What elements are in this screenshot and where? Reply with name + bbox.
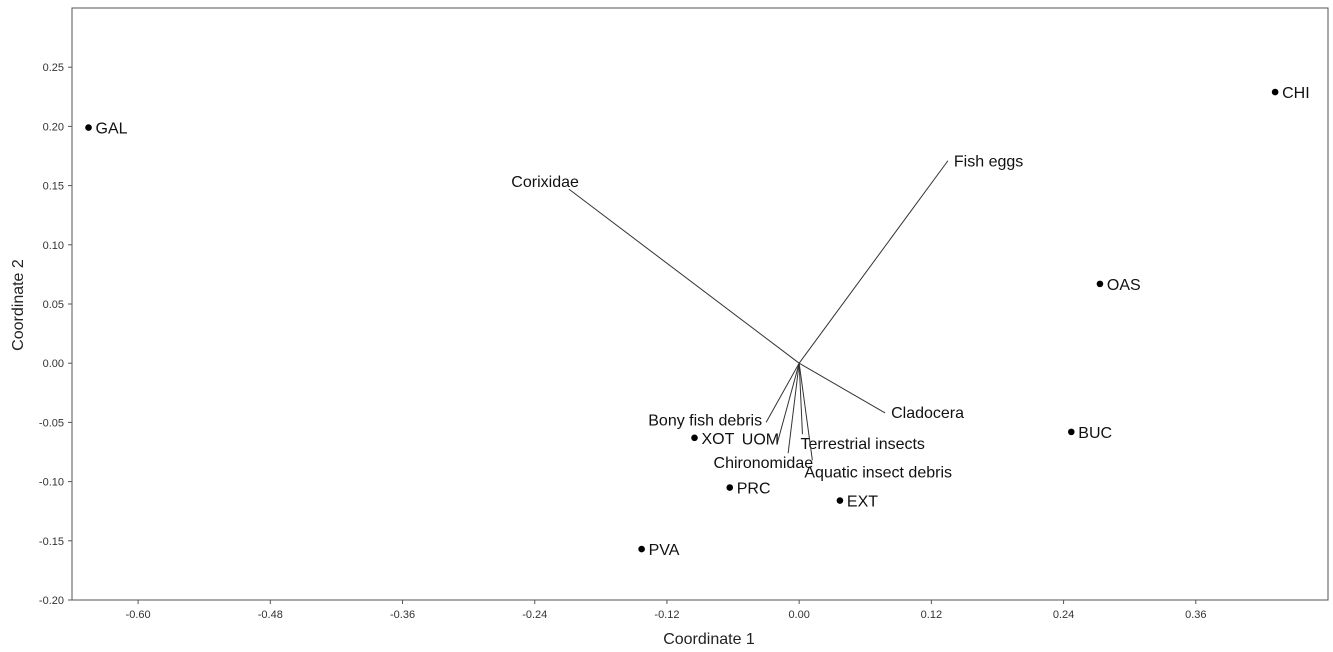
vector-line: [568, 188, 800, 364]
data-point: [638, 545, 645, 553]
x-tick-label: -0.60: [126, 609, 151, 621]
point-group: GAL CHI OAS BUC XOT PRC EXT PVA: [85, 85, 1310, 559]
point-label: BUC: [1078, 425, 1112, 442]
y-tick-label: 0.25: [43, 62, 64, 74]
vector-line: [798, 362, 886, 414]
plot-frame: [71, 7, 1329, 601]
x-tick-label: 0.12: [921, 609, 942, 621]
point-label: GAL: [96, 121, 128, 138]
x-tick-label: -0.36: [390, 609, 415, 621]
x-tick-label: -0.24: [522, 609, 547, 621]
x-tick-label: -0.12: [654, 609, 679, 621]
point-label: CHI: [1282, 85, 1310, 102]
vector-label: Chironomidae: [714, 455, 814, 472]
data-point: [1096, 280, 1104, 288]
vector-label: Aquatic insect debris: [804, 464, 952, 481]
vector-line: [798, 363, 803, 435]
point-label: PVA: [649, 542, 680, 559]
vector-label: UOM: [742, 432, 779, 449]
point-label: PRC: [737, 481, 771, 498]
vector-line: [765, 362, 800, 423]
vector-line: [798, 160, 949, 364]
data-point: [1271, 88, 1279, 96]
vector-line: [787, 363, 800, 454]
vector-line: [776, 363, 800, 444]
point-label: OAS: [1107, 277, 1141, 294]
y-tick-label: 0.00: [43, 358, 64, 370]
data-point: [836, 497, 844, 504]
vector-label: Fish eggs: [954, 154, 1023, 171]
vector-group: Fish eggs Corixidae Cladocera Bony fish deb…: [511, 154, 1023, 482]
vector-line: [798, 363, 813, 461]
data-point: [1067, 428, 1075, 436]
y-tick-label: -0.15: [39, 536, 64, 548]
x-tick-label: 0.24: [1053, 609, 1074, 621]
data-point: [726, 484, 734, 491]
point-label: XOT: [701, 431, 734, 448]
vector-label: Cladocera: [891, 405, 964, 422]
y-tick-label: -0.05: [39, 417, 64, 429]
y-tick-label: 0.15: [43, 181, 64, 193]
vector-label: Terrestrial insects: [800, 436, 924, 453]
y-tick-label: -0.20: [39, 595, 64, 607]
x-tick-label: 0.00: [788, 609, 809, 621]
data-point: [691, 434, 698, 442]
vector-label: Corixidae: [511, 174, 579, 191]
x-axis-ticks: -0.60 -0.48 -0.36 -0.24 -0.12 0.00 0.12 0.24 0.3…: [126, 600, 1207, 621]
y-tick-label: 0.05: [43, 299, 64, 311]
x-tick-label: -0.48: [258, 609, 283, 621]
x-axis-title: Coordinate 1: [663, 631, 755, 648]
y-axis-ticks: -0.20 -0.15 -0.10 -0.05 0.00 0.05 0.10 0.15 0.20…: [39, 62, 72, 607]
vector-label: Bony fish debris: [648, 412, 762, 429]
point-label: EXT: [847, 494, 878, 511]
y-tick-label: -0.10: [39, 477, 64, 489]
y-tick-label: 0.10: [43, 240, 64, 252]
x-tick-label: 0.36: [1185, 609, 1206, 621]
data-point: [85, 124, 92, 131]
y-axis-title: Coordinate 2: [10, 259, 27, 351]
y-tick-label: 0.20: [43, 121, 64, 133]
